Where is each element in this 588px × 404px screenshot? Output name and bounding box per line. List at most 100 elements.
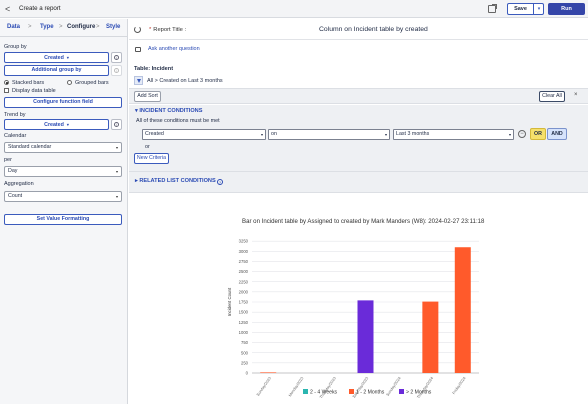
legend-swatch bbox=[303, 389, 308, 394]
aggregation-select[interactable]: Count ▾ bbox=[4, 191, 122, 202]
configure-function-field-button[interactable]: Configure function field bbox=[4, 97, 122, 108]
y-tick-label: 2250 bbox=[239, 279, 249, 284]
new-criteria-button[interactable]: New Criteria bbox=[134, 153, 169, 164]
calendar-value: Standard calendar bbox=[8, 144, 52, 150]
share-icon[interactable] bbox=[488, 4, 497, 13]
clear-all-button[interactable]: Clear All bbox=[539, 91, 565, 102]
help-icon[interactable]: ? bbox=[217, 179, 223, 185]
trend-by-value: Created bbox=[44, 122, 64, 128]
group-by-select[interactable]: Created ▾ bbox=[4, 52, 109, 63]
step-tabs: Data > Type > Configure > Style bbox=[0, 19, 128, 37]
related-list-conditions-section: ▸ RELATED LIST CONDITIONS ? bbox=[129, 171, 588, 193]
set-value-formatting-button[interactable]: Set Value Formatting bbox=[4, 214, 122, 225]
calendar-select[interactable]: Standard calendar ▾ bbox=[4, 142, 122, 153]
legend-item[interactable]: 1 - 2 Months bbox=[349, 389, 384, 396]
chart-bar bbox=[357, 300, 374, 373]
group-by-info-button[interactable]: i bbox=[111, 52, 122, 63]
condition-value-select[interactable]: Last 3 months ▾ bbox=[393, 129, 514, 140]
condition-operator-value: on bbox=[271, 131, 277, 137]
run-button[interactable]: Run bbox=[548, 3, 585, 15]
condition-operator-select[interactable]: on ▾ bbox=[268, 129, 390, 140]
stacked-bars-radio[interactable] bbox=[4, 80, 9, 85]
x-tick-label: Sunday/2023 bbox=[256, 376, 272, 397]
report-title-text: Report Title : bbox=[153, 27, 187, 33]
tab-data[interactable]: Data bbox=[7, 24, 21, 30]
save-dropdown-button[interactable]: ▾ bbox=[533, 4, 544, 14]
display-data-table-checkbox[interactable] bbox=[4, 88, 9, 93]
chat-icon bbox=[135, 47, 141, 52]
info-icon: i bbox=[114, 55, 119, 60]
incident-conditions-toggle[interactable]: ▾ INCIDENT CONDITIONS bbox=[135, 108, 203, 114]
aggregation-label: Aggregation bbox=[4, 181, 34, 187]
y-tick-label: 0 bbox=[246, 371, 249, 376]
chevron-down-icon: ▾ bbox=[508, 132, 511, 137]
chevron-down-icon: ▾ bbox=[260, 132, 263, 137]
trend-by-info-button[interactable]: i bbox=[111, 119, 122, 130]
remove-condition-icon[interactable]: − bbox=[518, 130, 526, 138]
filter-breadcrumb[interactable]: All > Created on Last 3 months bbox=[147, 77, 223, 84]
tab-style[interactable]: Style bbox=[106, 24, 121, 30]
per-select[interactable]: Day ▾ bbox=[4, 166, 122, 177]
chevron-down-icon: ▾ bbox=[115, 194, 118, 199]
filter-breadcrumb-row: All > Created on Last 3 months bbox=[134, 76, 574, 86]
legend-swatch bbox=[349, 389, 354, 394]
report-title-label: * Report Title : bbox=[149, 27, 186, 33]
add-sort-button[interactable]: Add Sort bbox=[134, 91, 161, 102]
y-tick-label: 2500 bbox=[239, 269, 249, 274]
legend-label: 2 - 4 Weeks bbox=[310, 389, 338, 396]
info-icon: i bbox=[114, 122, 119, 127]
ask-another-question-link[interactable]: Ask another question bbox=[148, 46, 200, 52]
configure-panel: Data > Type > Configure > Style Group by… bbox=[0, 19, 128, 404]
close-icon[interactable]: × bbox=[574, 92, 578, 98]
chart-title: Bar on Incident table by Assigned to cre… bbox=[242, 218, 485, 225]
y-tick-label: 250 bbox=[241, 360, 249, 365]
additional-group-by-info-button[interactable]: i bbox=[111, 65, 122, 76]
chart-area: Bar on Incident table by Assigned to cre… bbox=[129, 196, 588, 404]
legend-label: 1 - 2 Months bbox=[356, 389, 385, 396]
display-data-table-label: Display data table bbox=[12, 87, 56, 94]
chevron-right-icon: > bbox=[59, 24, 63, 30]
group-by-value: Created bbox=[44, 55, 64, 61]
grouped-bars-radio[interactable] bbox=[67, 80, 72, 85]
x-tick-label: Monday/2023 bbox=[288, 376, 304, 397]
filter-icon[interactable] bbox=[134, 76, 143, 85]
chart-bar bbox=[454, 247, 471, 373]
grouped-bars-label: Grouped bars bbox=[75, 79, 109, 86]
per-value: Day bbox=[8, 168, 18, 174]
trend-by-select[interactable]: Created ▾ bbox=[4, 119, 109, 130]
aggregation-value: Count bbox=[8, 193, 23, 199]
info-icon: i bbox=[114, 68, 119, 73]
trend-by-label: Trend by bbox=[4, 112, 26, 118]
additional-group-by-button[interactable]: Additional group by bbox=[4, 65, 109, 76]
y-tick-label: 1250 bbox=[239, 320, 249, 325]
x-tick-label: Thursday/2024 bbox=[416, 376, 434, 399]
chart-bar bbox=[260, 372, 277, 373]
related-list-conditions-toggle[interactable]: ▸ RELATED LIST CONDITIONS bbox=[135, 178, 216, 184]
tab-type[interactable]: Type bbox=[40, 24, 54, 30]
save-button[interactable]: Save bbox=[514, 6, 527, 12]
stacked-bars-label: Stacked bars bbox=[12, 79, 45, 86]
y-tick-label: 1500 bbox=[239, 310, 249, 315]
legend-item[interactable]: 2 - 4 Weeks bbox=[303, 389, 337, 396]
y-tick-label: 750 bbox=[241, 340, 249, 345]
y-tick-label: 3250 bbox=[239, 239, 249, 244]
tab-configure[interactable]: Configure bbox=[67, 24, 96, 30]
header-bar: < Create a report Save ▾ Run bbox=[0, 0, 588, 18]
refresh-icon[interactable] bbox=[134, 26, 141, 33]
conditions-subtitle: All of these conditions must be met bbox=[136, 118, 220, 124]
legend-swatch bbox=[399, 389, 404, 394]
condition-field-select[interactable]: Created ▾ bbox=[142, 129, 266, 140]
chevron-down-icon: ▾ bbox=[384, 132, 387, 137]
bar-chart: 0 250 500 750 1000 1250 1500 1750 2000 2250 2500 27… bbox=[227, 239, 479, 399]
chevron-right-icon: > bbox=[96, 24, 100, 30]
or-button[interactable]: OR bbox=[530, 128, 546, 140]
legend-item[interactable]: > 2 Months bbox=[399, 389, 431, 396]
y-axis-label: Incident Count bbox=[227, 287, 232, 316]
chevron-down-icon: ▾ bbox=[66, 122, 69, 127]
x-tick-label: Friday/2024 bbox=[452, 376, 467, 395]
chevron-down-icon: ▾ bbox=[115, 145, 118, 150]
and-button[interactable]: AND bbox=[547, 128, 567, 140]
back-button[interactable]: < bbox=[5, 4, 11, 14]
report-name-input[interactable]: Column on Incident table by created bbox=[319, 26, 428, 33]
y-tick-label: 3000 bbox=[239, 249, 249, 254]
